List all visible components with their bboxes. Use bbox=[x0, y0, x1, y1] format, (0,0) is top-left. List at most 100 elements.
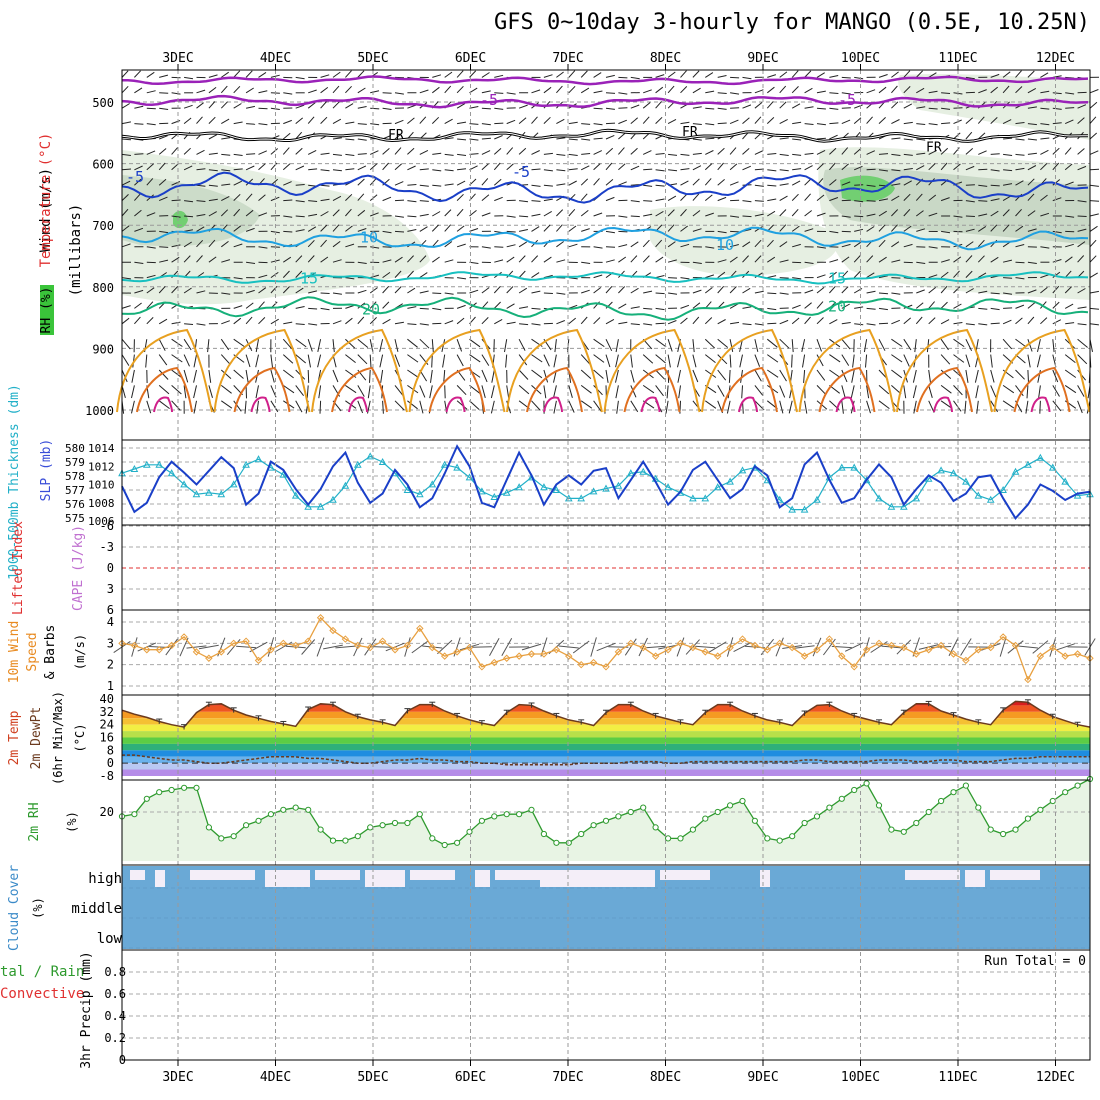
wind-barb bbox=[345, 243, 355, 248]
wind-barb bbox=[804, 210, 813, 217]
wind-barb bbox=[928, 212, 938, 217]
wind-barb bbox=[282, 338, 293, 350]
wind-barb bbox=[1077, 288, 1086, 294]
wind-barb bbox=[841, 338, 851, 350]
wind-barb bbox=[295, 131, 303, 140]
upper-y-tick: 1000 bbox=[85, 404, 114, 418]
rh2m-point bbox=[354, 833, 361, 840]
wind-barb bbox=[792, 243, 801, 248]
wind-barb bbox=[891, 319, 900, 325]
wind-barb bbox=[456, 193, 464, 201]
wind-barb bbox=[788, 400, 793, 414]
wind-barb bbox=[717, 369, 727, 381]
wind-barb bbox=[1015, 167, 1025, 171]
wind-barb bbox=[804, 165, 813, 171]
wind-barb bbox=[193, 400, 197, 414]
wind-barb bbox=[779, 85, 787, 94]
wind-barb bbox=[990, 307, 1000, 311]
wind10-point bbox=[354, 641, 362, 650]
wind-barb bbox=[804, 87, 813, 94]
wind-barb bbox=[754, 255, 762, 263]
wind-barb bbox=[543, 198, 553, 202]
thickness-point bbox=[515, 483, 523, 491]
label-15-2: 15 bbox=[828, 270, 846, 288]
wind-barb bbox=[642, 255, 650, 263]
wind-barb bbox=[704, 317, 713, 325]
wind-barb bbox=[307, 255, 315, 263]
wind-barb bbox=[913, 400, 917, 414]
wind-barb bbox=[1002, 119, 1012, 125]
wind-barb bbox=[680, 243, 690, 248]
wind-barb bbox=[196, 239, 204, 248]
cloud-clear-block bbox=[410, 870, 455, 880]
wind-barb bbox=[1065, 181, 1074, 186]
wind-barb bbox=[1040, 194, 1048, 201]
wind-barb bbox=[481, 317, 489, 325]
wind-barb bbox=[605, 74, 615, 78]
wind10-barb bbox=[558, 645, 579, 649]
wind-barb bbox=[667, 259, 677, 263]
wind-barb bbox=[543, 152, 553, 155]
wind-barb bbox=[308, 323, 318, 326]
wind-barb bbox=[469, 70, 477, 78]
wind-barb bbox=[506, 119, 516, 125]
wind-barb bbox=[1015, 153, 1025, 156]
wind-barb bbox=[767, 275, 777, 279]
wind-barb bbox=[891, 354, 903, 363]
wind-barb bbox=[850, 400, 855, 414]
wind-barb bbox=[183, 117, 192, 124]
wind-barb bbox=[878, 169, 888, 172]
wind-barb bbox=[357, 302, 366, 309]
wind-barb bbox=[357, 228, 367, 232]
wind-barb bbox=[171, 354, 183, 363]
wind-barb bbox=[717, 75, 727, 78]
run-total: Run Total = 0 bbox=[984, 954, 1086, 969]
wind-barb bbox=[829, 319, 838, 325]
wind-barb bbox=[767, 198, 777, 202]
wind-barb bbox=[717, 271, 726, 279]
wind-barb bbox=[1015, 208, 1022, 217]
wind-barb bbox=[357, 400, 364, 414]
wind-barb bbox=[742, 165, 751, 171]
wind-barb bbox=[320, 87, 329, 94]
wind-barb bbox=[792, 138, 802, 141]
wind-barb bbox=[630, 165, 640, 171]
wind10-point bbox=[676, 639, 685, 648]
wind-barb bbox=[580, 354, 591, 365]
thickness-point bbox=[564, 494, 573, 502]
wind10-point bbox=[1011, 641, 1020, 650]
label-20-2: 20 bbox=[828, 297, 846, 315]
wind-barb bbox=[816, 354, 824, 367]
wind-barb bbox=[196, 149, 205, 155]
wind-barb bbox=[444, 71, 453, 78]
wind-barb bbox=[171, 244, 181, 248]
wind-barb bbox=[145, 354, 148, 368]
wind-barb bbox=[134, 87, 143, 94]
wind-barb bbox=[804, 289, 814, 294]
wind-barb bbox=[643, 213, 653, 217]
wind10-barb bbox=[794, 645, 815, 649]
wind-barb bbox=[1064, 303, 1074, 309]
wind-barb bbox=[320, 292, 330, 294]
wind-barb bbox=[1089, 200, 1100, 202]
wind-barb bbox=[804, 302, 812, 309]
wind-barb bbox=[903, 225, 912, 232]
wind-barb bbox=[618, 244, 628, 248]
wind-barb bbox=[605, 318, 615, 325]
wind-barb bbox=[1077, 255, 1085, 263]
wind-barb bbox=[593, 400, 602, 412]
wind-barb bbox=[419, 338, 430, 349]
wind-barb bbox=[531, 116, 538, 124]
wind-barb bbox=[618, 303, 627, 309]
wind10-point bbox=[788, 643, 796, 652]
wind-barb bbox=[357, 123, 367, 125]
wind-barb bbox=[320, 169, 330, 172]
thickness-point bbox=[887, 502, 896, 510]
wind-barb bbox=[680, 304, 690, 309]
rh2m-point bbox=[714, 808, 721, 816]
wind-barb bbox=[369, 354, 372, 368]
wind-barb bbox=[456, 400, 468, 410]
isotherm-20 bbox=[121, 296, 1089, 321]
wind-barb bbox=[1027, 70, 1035, 78]
wind-barb bbox=[754, 89, 764, 94]
